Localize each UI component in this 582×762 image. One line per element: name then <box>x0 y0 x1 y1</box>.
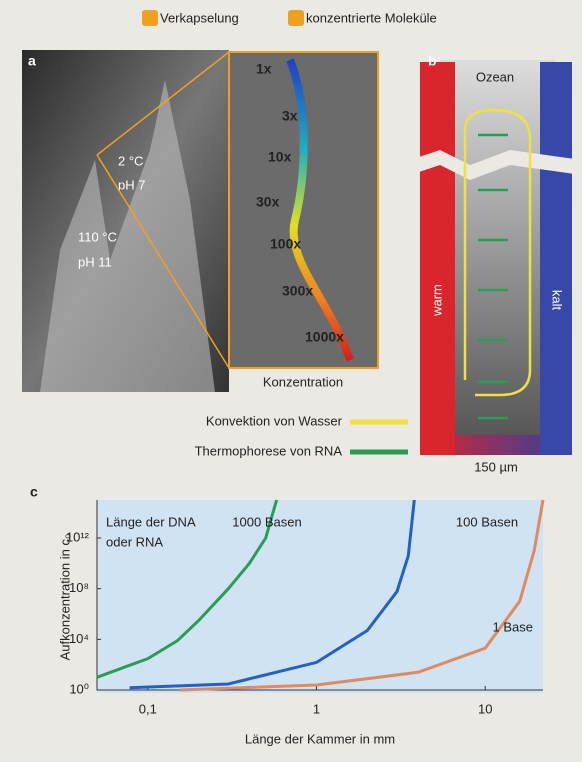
label: 110 °C <box>78 229 117 244</box>
annotation: oder RNA <box>106 534 163 549</box>
header-item: Verkapselung <box>160 10 239 25</box>
legend-label: Konvektion von Wasser <box>206 413 343 428</box>
concentration-label: 30x <box>256 194 280 210</box>
warm-wall <box>420 62 455 455</box>
series-label: 1 Base <box>493 619 533 634</box>
label: 150 µm <box>474 459 518 474</box>
y-tick-label: 10⁰ <box>69 681 89 696</box>
header: Verkapselung konzentrierte Moleküle <box>142 10 437 26</box>
y-tick-label: 10⁸ <box>69 580 89 595</box>
y-tick-label: 10¹² <box>66 529 90 544</box>
puzzle-icon <box>142 10 158 26</box>
panel-b: b Ozean warm kalt 150 µm <box>410 53 582 475</box>
puzzle-icon <box>288 10 304 26</box>
x-tick-label: 10 <box>478 701 492 716</box>
panel-label: c <box>30 484 38 500</box>
annotation: Länge der DNA <box>106 514 196 529</box>
x-tick-label: 1 <box>313 701 320 716</box>
series-label: 100 Basen <box>456 514 518 529</box>
concentration-label: 300x <box>282 283 313 299</box>
legend-label: Thermophorese von RNA <box>195 443 343 458</box>
panel-label: b <box>428 53 437 69</box>
label: Ozean <box>476 69 514 84</box>
label: 2 °C <box>118 153 143 168</box>
concentration-label: 1000x <box>305 329 344 345</box>
label: kalt <box>550 290 565 311</box>
concentration-label: 10x <box>268 149 292 165</box>
panel-label: a <box>28 53 36 69</box>
series-label: 1000 Basen <box>232 514 301 529</box>
concentration-label: 1x <box>256 61 272 77</box>
header-item: konzentrierte Moleküle <box>306 10 437 25</box>
label: warm <box>429 284 444 317</box>
label: pH 11 <box>78 254 112 269</box>
y-tick-label: 10⁴ <box>69 631 89 646</box>
x-tick-label: 0,1 <box>139 701 157 716</box>
caption: Konzentration <box>263 374 343 389</box>
x-axis-title: Länge der Kammer in mm <box>245 731 395 746</box>
concentration-label: 3x <box>282 108 298 124</box>
chart: c Länge der DNA oder RNA Aufkonzentratio… <box>30 484 543 747</box>
panel-a: a 2 °C pH 7 110 °C pH 11 1x 3x 10x 30x 1… <box>22 50 378 392</box>
figure: Verkapselung konzentrierte Moleküle a 2 … <box>0 0 582 762</box>
label: pH 7 <box>118 177 145 192</box>
legend: Konvektion von Wasser Thermophorese von … <box>195 413 408 458</box>
cold-wall <box>540 62 572 455</box>
concentration-label: 100x <box>270 236 301 252</box>
